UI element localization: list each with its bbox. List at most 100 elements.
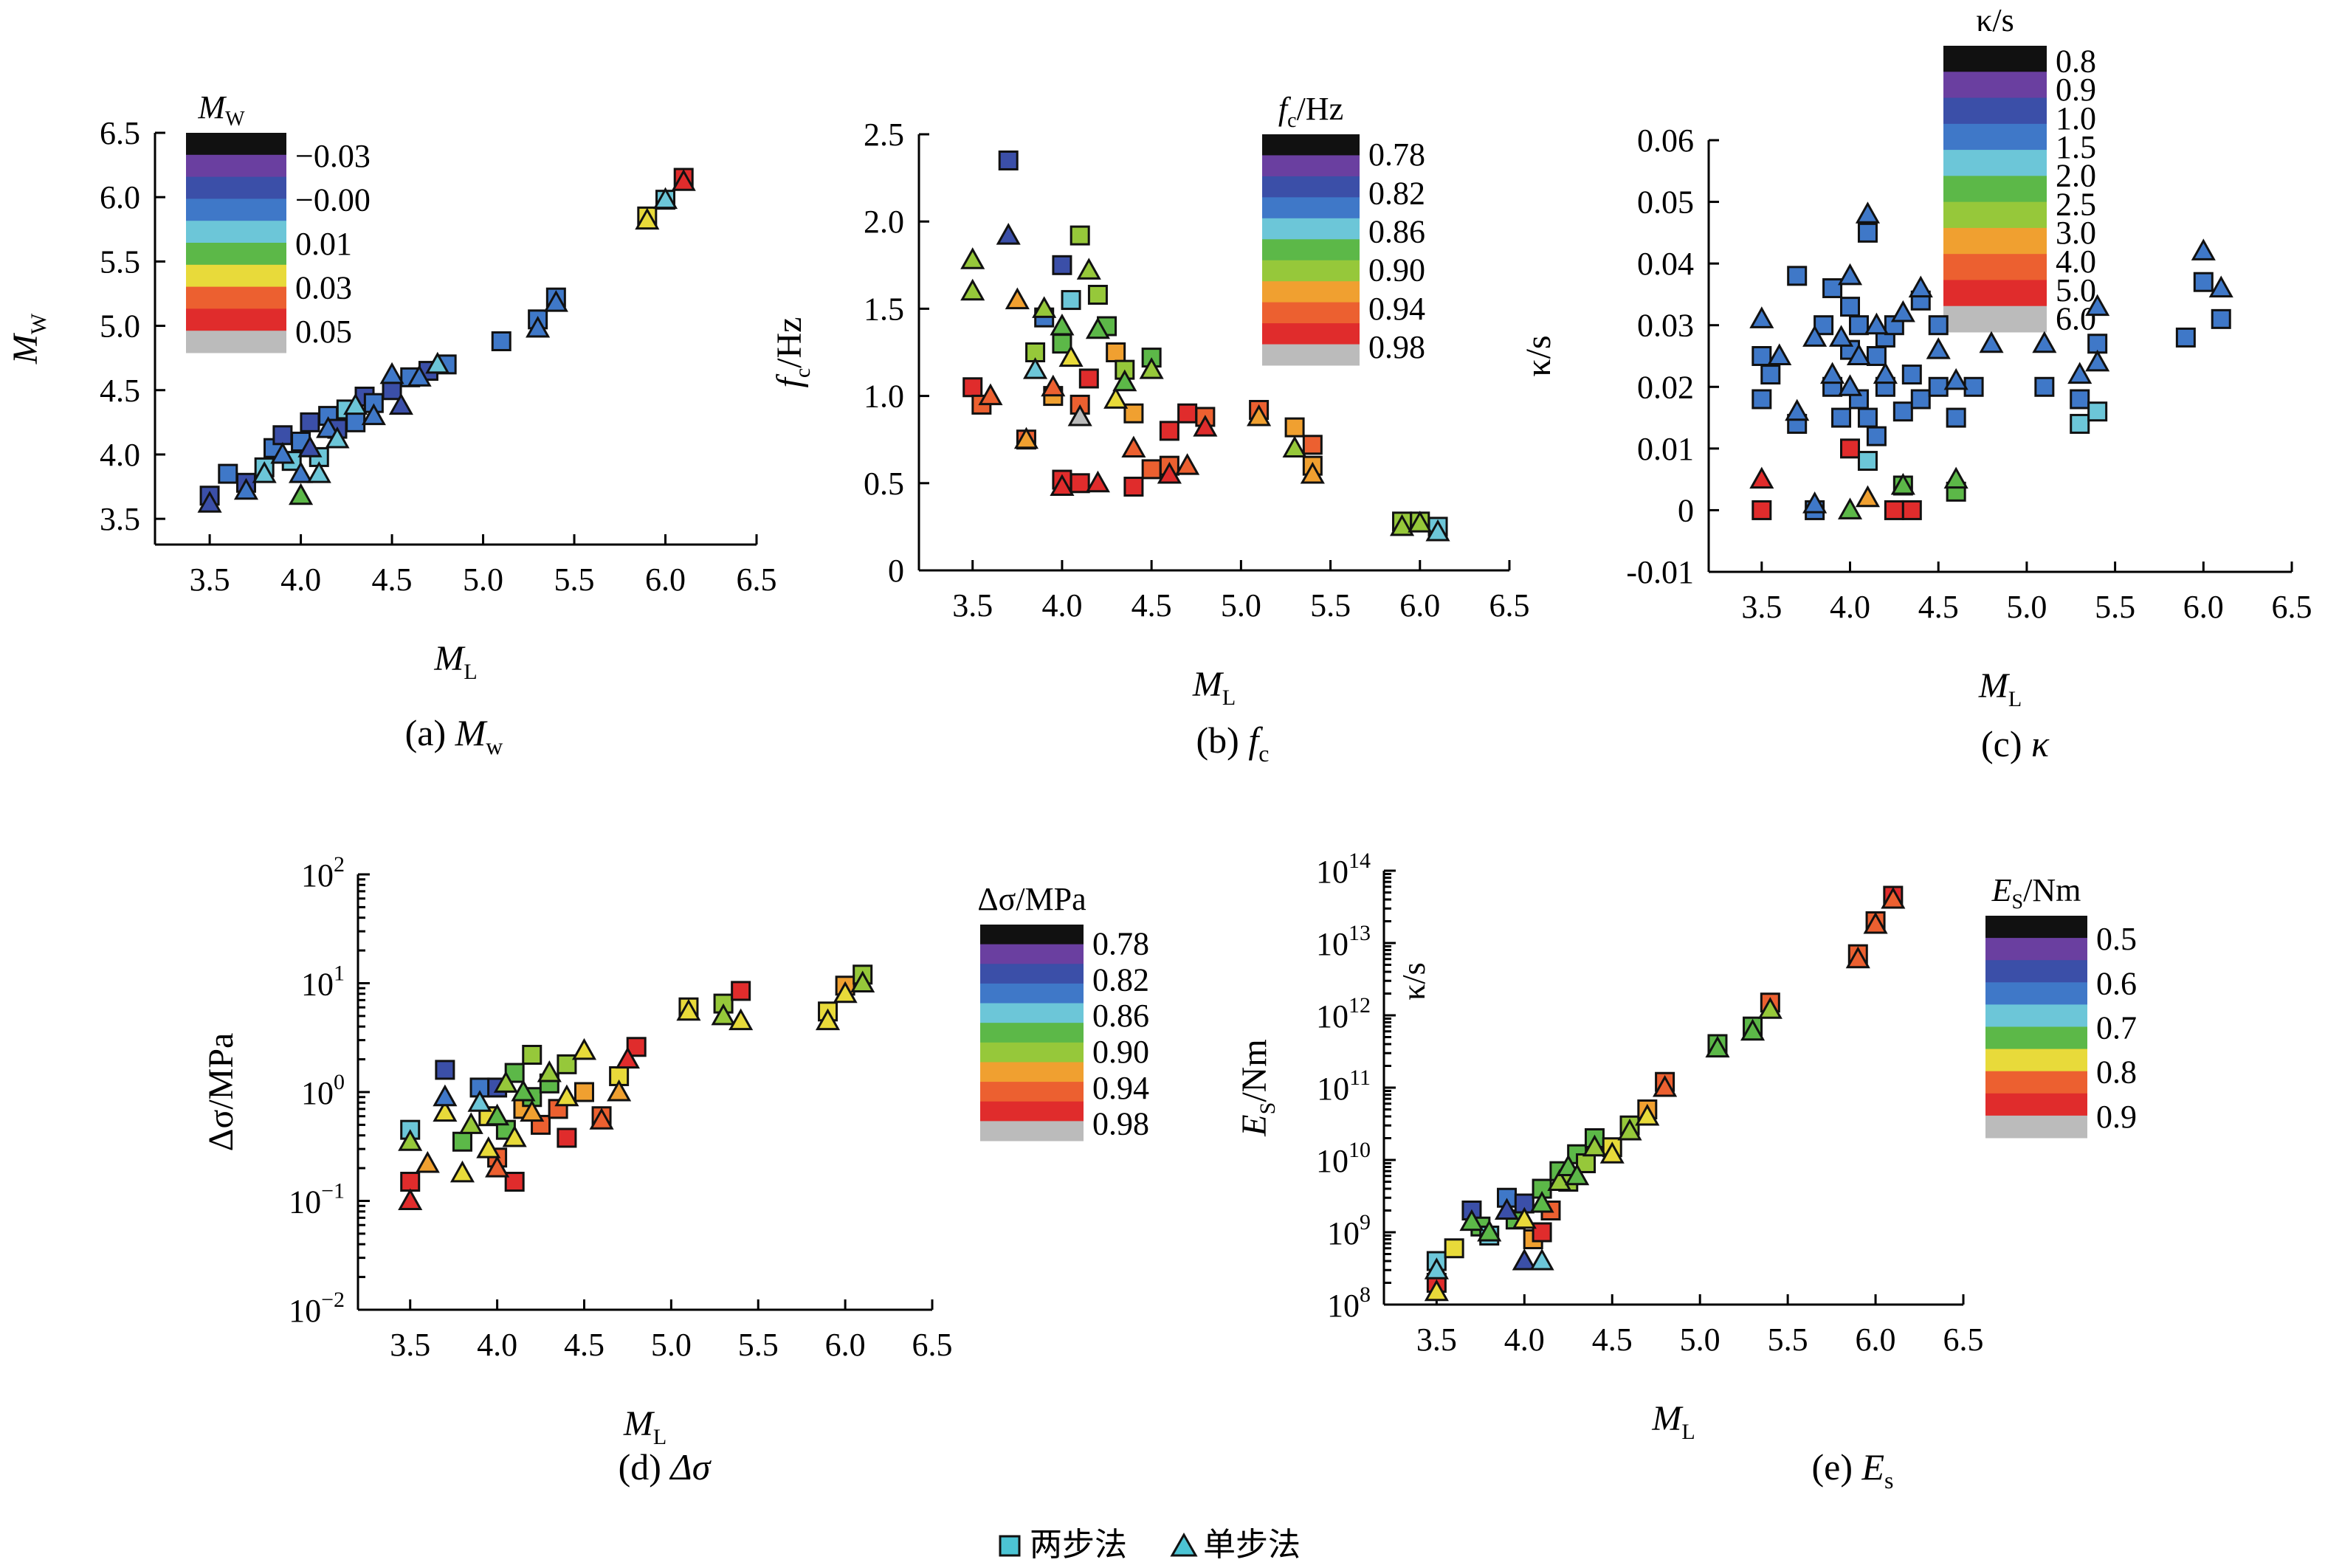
- data-point-triangle: [589, 1108, 614, 1130]
- data-point-triangle: [1408, 511, 1433, 533]
- data-point-square: [1963, 376, 1984, 397]
- colorbar-label: 0.05: [295, 314, 352, 350]
- data-point-triangle: [1512, 1248, 1537, 1271]
- y-tick-label: 0.05: [1637, 184, 1694, 221]
- data-point-triangle: [1023, 357, 1048, 379]
- data-point-square: [1928, 376, 1949, 397]
- data-point-square: [1840, 438, 1861, 459]
- data-point-square: [382, 380, 402, 401]
- data-point-triangle: [978, 383, 1003, 406]
- colorbar-label: 0.8: [2056, 43, 2096, 79]
- colorbar-band: [980, 1082, 1084, 1102]
- colorbar-band: [1943, 254, 2047, 280]
- data-point-triangle: [398, 1129, 423, 1151]
- colorbar-label: 0.6: [2096, 965, 2137, 1001]
- y-tick-label: 5.0: [100, 308, 140, 345]
- data-point-triangle: [306, 461, 331, 483]
- data-point-square: [1866, 426, 1887, 446]
- colorbar-label: 3.0: [2056, 215, 2096, 251]
- data-point-triangle: [615, 1046, 640, 1069]
- y-tick-label: 1011: [1317, 1066, 1371, 1107]
- x-tick-label: 4.5: [564, 1327, 604, 1363]
- data-point-triangle: [1705, 1035, 1730, 1058]
- colorbar-band: [1262, 344, 1360, 366]
- data-point-triangle: [297, 435, 323, 457]
- colorbar-band: [186, 308, 286, 331]
- data-point-triangle: [2191, 238, 2216, 260]
- x-tick-label: 4.5: [1132, 587, 1172, 624]
- data-point-triangle: [1863, 911, 1888, 934]
- x-tick-label: 3.5: [390, 1327, 430, 1363]
- y-tick-label: 0: [1678, 492, 1694, 528]
- data-point-triangle: [635, 207, 660, 230]
- data-point-triangle: [361, 403, 386, 426]
- colorbar-band: [980, 1121, 1084, 1142]
- colorbar-band: [1262, 323, 1360, 345]
- x-tick-label: 4.5: [1918, 589, 1959, 625]
- colorbar-band: [1985, 1026, 2087, 1050]
- legend-one-step-label: 单步法: [1203, 1527, 1301, 1563]
- panel-caption: (e) Es: [1812, 1446, 1894, 1493]
- colorbar-label: 0.5: [2096, 921, 2137, 957]
- colorbar-band: [1262, 197, 1360, 219]
- y-axis-label: MW: [6, 313, 51, 365]
- footer-legend: 两步法 单步法: [999, 1527, 1301, 1563]
- data-point-triangle: [485, 1156, 510, 1178]
- colorbar-label: 0.8: [2096, 1054, 2137, 1091]
- panel-caption: (b) fc: [1196, 719, 1270, 767]
- y-tick-label: 1012: [1316, 993, 1371, 1035]
- panel-caption: (a) Mw: [405, 712, 503, 759]
- colorbar-label: 0.94: [1368, 291, 1425, 327]
- data-point-triangle: [526, 315, 551, 338]
- data-point-triangle: [1529, 1190, 1554, 1213]
- y-tick-label: 1010: [1316, 1138, 1371, 1179]
- data-point-triangle: [960, 247, 985, 269]
- colorbar-band: [980, 1042, 1084, 1063]
- data-point-triangle: [537, 1060, 562, 1082]
- data-point-square: [2087, 401, 2108, 422]
- colorbar-band: [1985, 1115, 2087, 1139]
- x-tick-label: 5.5: [1310, 587, 1351, 624]
- data-point-triangle: [1076, 258, 1101, 280]
- data-point-triangle: [511, 1079, 536, 1102]
- data-point-triangle: [433, 1084, 458, 1107]
- data-point-triangle: [1757, 997, 1782, 1019]
- data-point-square: [1857, 222, 1878, 243]
- data-point-triangle: [415, 1150, 440, 1173]
- colorbar-label: 0.82: [1092, 961, 1149, 998]
- colorbar-label: 0.86: [1368, 213, 1425, 249]
- data-point-triangle: [1943, 466, 1968, 489]
- data-point-triangle: [2085, 349, 2110, 372]
- data-point-triangle: [1085, 317, 1110, 339]
- data-point-triangle: [270, 441, 295, 464]
- data-point-square: [1052, 255, 1072, 275]
- y-axis-label: fc/Hz: [770, 317, 815, 388]
- colorbar-title: fc/Hz: [1278, 91, 1343, 132]
- colorbar-label: 0.03: [295, 270, 352, 306]
- x-tick-label: 4.0: [477, 1327, 517, 1363]
- colorbar-band: [186, 198, 286, 221]
- data-point-square: [2034, 376, 2055, 397]
- x-tick-label: 5.5: [2095, 589, 2135, 625]
- data-point-triangle: [1845, 946, 1870, 969]
- y-axis-label: Δσ/MPa: [202, 1033, 241, 1152]
- x-tick-label: 3.5: [952, 587, 993, 624]
- colorbar-label: −0.03: [295, 138, 371, 174]
- colorbar-band: [1262, 302, 1360, 324]
- data-point-triangle: [1855, 485, 1881, 508]
- x-tick-label: 6.5: [1489, 587, 1530, 624]
- data-point-triangle: [1247, 404, 1272, 426]
- y-tick-label: 108: [1327, 1282, 1371, 1324]
- data-point-triangle: [1494, 1198, 1520, 1220]
- data-point-triangle: [1820, 362, 1845, 384]
- data-point-triangle: [1389, 514, 1415, 536]
- data-point-square: [557, 1127, 577, 1148]
- y-tick-label: 4.0: [100, 437, 140, 473]
- data-point-triangle: [1529, 1248, 1554, 1271]
- data-point-triangle: [1547, 1169, 1572, 1192]
- x-tick-label: 5.0: [651, 1327, 692, 1363]
- colorbar-title: Δσ/MPa: [977, 881, 1086, 917]
- data-point-triangle: [1864, 312, 1889, 335]
- x-tick-label: 4.5: [1592, 1322, 1633, 1358]
